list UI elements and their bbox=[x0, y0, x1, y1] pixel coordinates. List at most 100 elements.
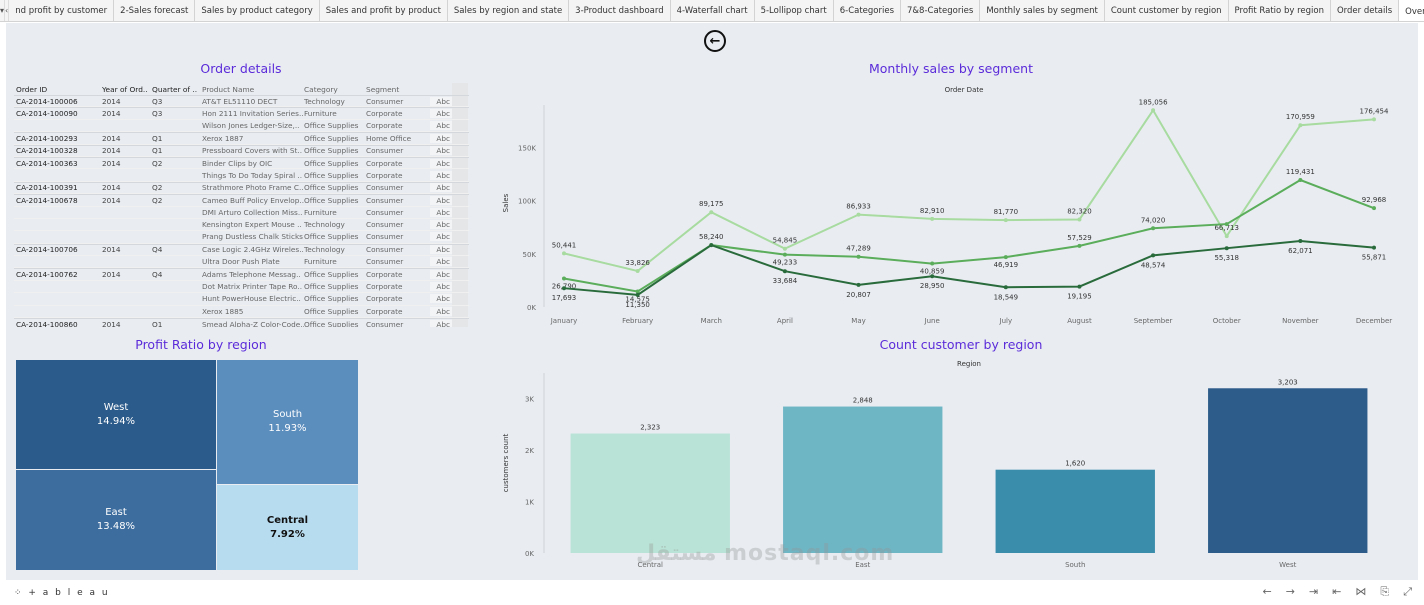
product-name-cell: Prang Dustless Chalk Sticks bbox=[202, 232, 303, 242]
treemap-cell-central[interactable]: Central 7.92% bbox=[217, 485, 358, 570]
quarter-cell: Q1 bbox=[152, 319, 163, 327]
sheet-tab[interactable]: Sales by product category bbox=[195, 0, 320, 21]
sheet-tab[interactable]: Monthly sales by segment bbox=[980, 0, 1105, 21]
table-row: CA-2014-100678 2014 Q2 Cameo Buff Policy En… bbox=[14, 194, 469, 207]
undo-icon[interactable]: ← bbox=[1262, 585, 1272, 598]
quarter-cell: Q2 bbox=[152, 195, 163, 205]
table-scrollbar[interactable] bbox=[452, 83, 468, 95]
tab-menu-dropdown[interactable]: ▾ bbox=[0, 0, 6, 21]
data-point bbox=[562, 251, 566, 256]
x-tick-label: November bbox=[1282, 317, 1319, 325]
segment-cell: Corporate bbox=[366, 170, 403, 180]
sheet-tab[interactable]: nd profit by customer bbox=[9, 0, 115, 21]
sheet-tab[interactable]: 3-Product dashboard bbox=[569, 0, 671, 21]
tab-scroll-left[interactable]: ‹ bbox=[5, 0, 10, 21]
column-header[interactable]: Product Name bbox=[202, 84, 255, 94]
product-name-cell: AT&T EL51110 DECT bbox=[202, 96, 278, 106]
abc-cell: Abc bbox=[430, 158, 452, 168]
data-label: 50,441 bbox=[552, 241, 577, 249]
data-point bbox=[1224, 222, 1229, 227]
share-icon[interactable]: ⋈ bbox=[1355, 585, 1367, 598]
back-arrow-icon[interactable]: ← bbox=[704, 30, 726, 52]
product-name-cell: Wilson Jones Ledger-Size,.. bbox=[202, 120, 300, 130]
sheet-tab[interactable]: Overview dashboard bbox=[1399, 0, 1424, 21]
category-cell: Office Supplies bbox=[304, 158, 359, 168]
y-tick-label: 2K bbox=[525, 447, 534, 455]
product-name-cell: Dot Matrix Printer Tape Ro.. bbox=[202, 282, 303, 292]
sheet-tab[interactable]: 7&8-Categories bbox=[901, 0, 981, 21]
data-point bbox=[635, 269, 640, 274]
x-tick-label: March bbox=[701, 317, 722, 325]
data-point bbox=[709, 210, 714, 215]
data-label: 33,684 bbox=[773, 277, 798, 285]
y-tick-label: 50K bbox=[523, 251, 537, 259]
sheet-tab[interactable]: Profit Ratio by region bbox=[1229, 0, 1331, 21]
data-point bbox=[1151, 108, 1156, 113]
y-tick-label: 100K bbox=[518, 198, 536, 206]
x-axis-header: Order Date bbox=[945, 86, 984, 94]
treemap-cell-south[interactable]: South 11.93% bbox=[217, 360, 358, 484]
order-details-title: Order details bbox=[200, 61, 282, 76]
treemap-cell-east[interactable]: East 13.48% bbox=[16, 470, 216, 570]
category-cell: Office Supplies bbox=[304, 232, 359, 242]
table-row: CA-2014-100090 2014 Q3 Hon 2111 Invitation … bbox=[14, 107, 469, 120]
data-label: 14,575 bbox=[625, 296, 650, 304]
scrollbar-track bbox=[452, 256, 468, 268]
abc-cell: Abc bbox=[430, 294, 452, 304]
sheet-tab[interactable]: Count customer by region bbox=[1105, 0, 1229, 21]
data-point bbox=[856, 212, 861, 217]
region-label: South bbox=[272, 409, 303, 420]
table-row: Ultra Door Push Plate Furniture Consumer Ab… bbox=[14, 256, 469, 269]
data-point bbox=[930, 274, 935, 279]
column-header[interactable]: Category bbox=[304, 84, 338, 94]
fullscreen-icon[interactable]: ⤢ bbox=[1403, 585, 1412, 598]
revert-icon[interactable]: ⇥ bbox=[1308, 585, 1319, 598]
order-id-cell: CA-2014-100391 bbox=[16, 183, 78, 193]
overview-dashboard: ← Order details Order ID Year of Ord.. Qua… bbox=[6, 23, 1418, 580]
data-point bbox=[1298, 178, 1303, 183]
data-point bbox=[1003, 218, 1008, 223]
product-name-cell: Binder Clips by OIC bbox=[202, 158, 273, 168]
data-label: 185,056 bbox=[1139, 98, 1168, 106]
column-header[interactable]: Quarter of .. bbox=[152, 84, 198, 94]
sheet-tab[interactable]: 6-Categories bbox=[834, 0, 902, 21]
sheet-tab[interactable]: Sales and profit by product bbox=[320, 0, 448, 21]
redo-icon[interactable]: → bbox=[1285, 585, 1295, 598]
x-tick-label: December bbox=[1356, 317, 1392, 325]
data-point bbox=[1298, 239, 1303, 244]
order-id-cell: CA-2014-100860 bbox=[16, 319, 78, 327]
treemap-cell-west[interactable]: West 14.94% bbox=[16, 360, 216, 469]
column-header[interactable]: Year of Ord.. bbox=[102, 84, 148, 94]
data-label: 17,693 bbox=[552, 294, 577, 302]
sheet-tab[interactable]: 5-Lollipop chart bbox=[755, 0, 834, 21]
data-point bbox=[1003, 285, 1008, 290]
segment-cell: Corporate bbox=[366, 158, 403, 168]
table-row: CA-2014-100293 2014 Q1 Xerox 1887 Office Sup… bbox=[14, 132, 469, 145]
scrollbar-track bbox=[452, 96, 468, 107]
sheet-tab-bar: ▾ ‹ nd profit by customer 2-Sales forecas… bbox=[0, 0, 1424, 22]
data-point bbox=[930, 216, 935, 221]
column-header[interactable]: Order ID bbox=[16, 84, 48, 94]
download-icon[interactable]: ⎘ bbox=[1380, 585, 1390, 598]
order-id-cell: CA-2014-100090 bbox=[16, 109, 78, 119]
scrollbar-track bbox=[452, 280, 468, 293]
order-id-cell: CA-2014-100678 bbox=[16, 195, 78, 205]
data-label: 48,574 bbox=[1141, 261, 1166, 269]
segment-cell: Consumer bbox=[366, 195, 404, 205]
category-cell: Office Supplies bbox=[304, 294, 359, 304]
data-label: 82,320 bbox=[1067, 207, 1092, 215]
sheet-tab[interactable]: Order details bbox=[1331, 0, 1400, 21]
product-name-cell: Hunt PowerHouse Electric.. bbox=[202, 294, 301, 304]
reset-icon[interactable]: ⇤ bbox=[1332, 585, 1342, 598]
product-name-cell: Pressboard Covers with St.. bbox=[202, 146, 303, 156]
sheet-tab[interactable]: 2-Sales forecast bbox=[114, 0, 196, 21]
table-row: CA-2014-100363 2014 Q2 Binder Clips by OIC O… bbox=[14, 156, 469, 170]
data-point bbox=[1298, 123, 1303, 128]
sheet-tab[interactable]: 4-Waterfall chart bbox=[671, 0, 755, 21]
quarter-cell: Q1 bbox=[152, 146, 163, 156]
column-header[interactable]: Segment bbox=[366, 84, 400, 94]
scrollbar-track bbox=[452, 157, 468, 169]
abc-cell: Abc bbox=[430, 146, 452, 156]
sheet-tab[interactable]: Sales by region and state bbox=[448, 0, 570, 21]
abc-cell: Abc bbox=[430, 120, 452, 130]
